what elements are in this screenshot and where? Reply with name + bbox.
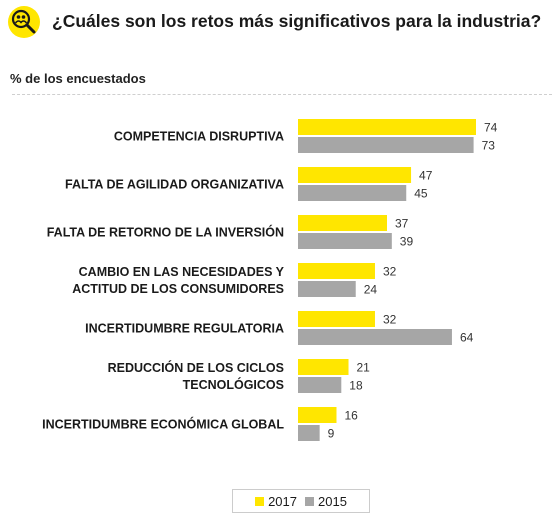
legend-item-2015: 2015 <box>305 494 347 509</box>
category-label: COMPETENCIA DISRUPTIVA <box>114 130 284 144</box>
data-label: 47 <box>419 169 433 183</box>
category-label: FALTA DE AGILIDAD ORGANIZATIVA <box>65 178 284 192</box>
data-label: 18 <box>349 379 363 393</box>
bar-2015 <box>298 281 356 297</box>
bar-2015 <box>298 185 407 201</box>
category-label: FALTA DE RETORNO DE LA INVERSIÓN <box>47 225 284 240</box>
divider <box>12 94 552 95</box>
bar-2017 <box>298 167 412 183</box>
bar-2017 <box>298 119 476 135</box>
chart-legend: 2017 2015 <box>232 489 370 513</box>
magnifier-people-icon <box>8 6 40 38</box>
bar-2015 <box>298 137 474 153</box>
legend-swatch-2015 <box>305 496 314 506</box>
bar-2015 <box>298 377 342 393</box>
bar-2017 <box>298 359 349 375</box>
data-label: 21 <box>357 361 371 375</box>
chart-title: ¿Cuáles son los retos más significativos… <box>52 11 542 31</box>
bar-2017 <box>298 263 375 279</box>
category-label: REDUCCIÓN DE LOS CICLOS TECNOLÓGICOS <box>108 360 284 392</box>
category-label: CAMBIO EN LAS NECESIDADES Y ACTITUD DE LO… <box>72 265 284 296</box>
data-label: 73 <box>482 139 496 153</box>
data-label: 32 <box>383 313 397 327</box>
category-label: INCERTIDUMBRE ECONÓMICA GLOBAL <box>42 417 284 432</box>
bar-2015 <box>298 233 392 249</box>
legend-label-2015: 2015 <box>318 493 347 509</box>
bar-2015 <box>298 425 320 441</box>
data-label: 32 <box>383 265 397 279</box>
legend-label-2017: 2017 <box>268 493 297 509</box>
bar-2017 <box>298 215 387 231</box>
bar-2015 <box>298 329 452 345</box>
category-label: INCERTIDUMBRE REGULATORIA <box>85 322 284 336</box>
data-label: 9 <box>328 427 335 441</box>
data-label: 64 <box>460 331 474 345</box>
chart-subtitle: % de los encuestados <box>10 71 146 86</box>
legend-item-2017: 2017 <box>255 494 297 509</box>
data-label: 39 <box>400 235 414 249</box>
legend-swatch-2017 <box>255 496 265 506</box>
data-label: 45 <box>414 187 428 201</box>
chart-header: ¿Cuáles son los retos más significativos… <box>8 6 556 42</box>
data-label: 37 <box>395 217 409 231</box>
data-label: 74 <box>484 121 498 135</box>
bar-2017 <box>298 407 337 423</box>
bar-2017 <box>298 311 375 327</box>
data-label: 16 <box>344 409 358 423</box>
data-label: 24 <box>364 283 378 297</box>
